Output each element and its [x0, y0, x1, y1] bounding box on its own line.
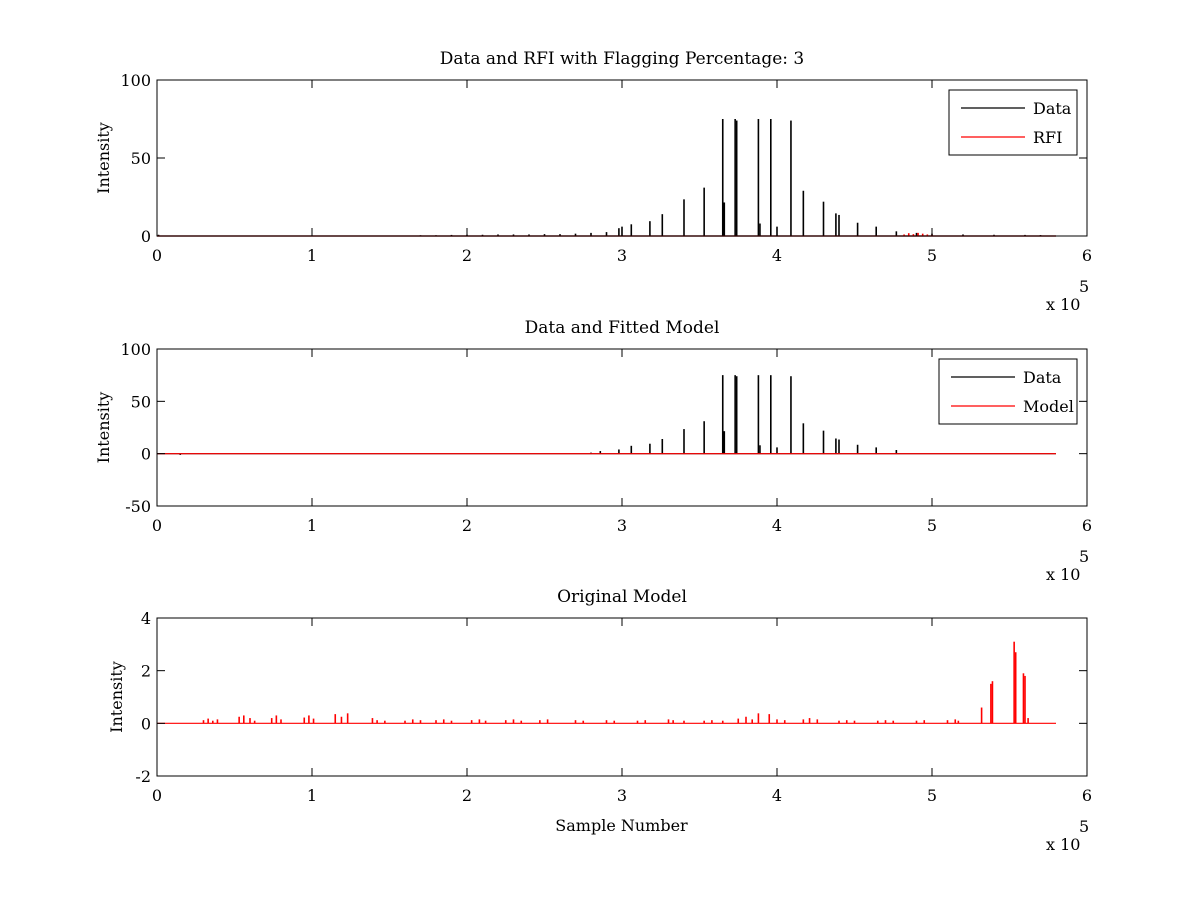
x-tick-label: 1: [307, 246, 317, 265]
x-exponent-power: 5: [1079, 817, 1089, 836]
subplot-title: Original Model: [557, 587, 687, 607]
y-tick-label: 100: [120, 71, 151, 90]
legend-label-1: Data: [1033, 99, 1072, 118]
x-tick-label: 2: [462, 786, 472, 805]
x-tick-label: 4: [772, 786, 782, 805]
x-tick-label: 6: [1082, 786, 1092, 805]
legend: Data RFI: [948, 89, 1078, 156]
x-tick-label: 0: [152, 516, 162, 535]
y-tick-label: 50: [131, 149, 151, 168]
x-exponent-power: 5: [1079, 277, 1089, 296]
x-tick-label: 5: [927, 246, 937, 265]
subplot-title: Data and Fitted Model: [525, 318, 720, 338]
y-tick-label: 100: [120, 340, 151, 359]
y-tick-label: 4: [141, 609, 151, 628]
x-tick-label: 0: [152, 786, 162, 805]
x-tick-label: 0: [152, 246, 162, 265]
axes-frame: [156, 617, 1088, 777]
y-axis-label: Intensity: [94, 122, 113, 194]
legend-box: [948, 89, 1078, 156]
y-axis-label: Intensity: [107, 661, 126, 733]
x-tick-label: 1: [307, 786, 317, 805]
x-axis-label: Sample Number: [555, 816, 688, 835]
x-tick-label: 1: [307, 516, 317, 535]
y-tick-label: -2: [135, 767, 151, 786]
y-tick-label: 0: [141, 227, 151, 246]
x-tick-label: 5: [927, 516, 937, 535]
x-tick-label: 6: [1082, 246, 1092, 265]
x-exponent-label: x 10: [1046, 565, 1080, 584]
x-tick-label: 3: [617, 786, 627, 805]
y-tick-label: -50: [125, 497, 151, 516]
legend-box: [938, 358, 1078, 425]
x-exponent-power: 5: [1079, 547, 1089, 566]
x-tick-label: 6: [1082, 516, 1092, 535]
legend: Data Model: [938, 358, 1078, 425]
legend-label-2: Model: [1023, 397, 1074, 416]
axes-frame: [156, 79, 1088, 237]
series-1: [157, 375, 1056, 455]
y-tick-label: 0: [141, 445, 151, 464]
x-tick-label: 2: [462, 516, 472, 535]
x-exponent-label: x 10: [1046, 295, 1080, 314]
series-1: [157, 119, 1056, 237]
x-tick-label: 3: [617, 246, 627, 265]
x-exponent-label: x 10: [1046, 835, 1080, 854]
x-tick-label: 5: [927, 786, 937, 805]
subplot-title: Data and RFI with Flagging Percentage: 3: [440, 49, 804, 69]
series-1: [157, 641, 1056, 724]
x-tick-label: 4: [772, 516, 782, 535]
x-tick-label: 4: [772, 246, 782, 265]
x-tick-label: 3: [617, 516, 627, 535]
y-tick-label: 2: [141, 662, 151, 681]
y-axis-label: Intensity: [94, 392, 113, 464]
legend-label-2: RFI: [1033, 128, 1062, 147]
legend-label-1: Data: [1023, 368, 1062, 387]
y-tick-label: 0: [141, 714, 151, 733]
x-tick-label: 2: [462, 246, 472, 265]
y-tick-label: 50: [131, 392, 151, 411]
